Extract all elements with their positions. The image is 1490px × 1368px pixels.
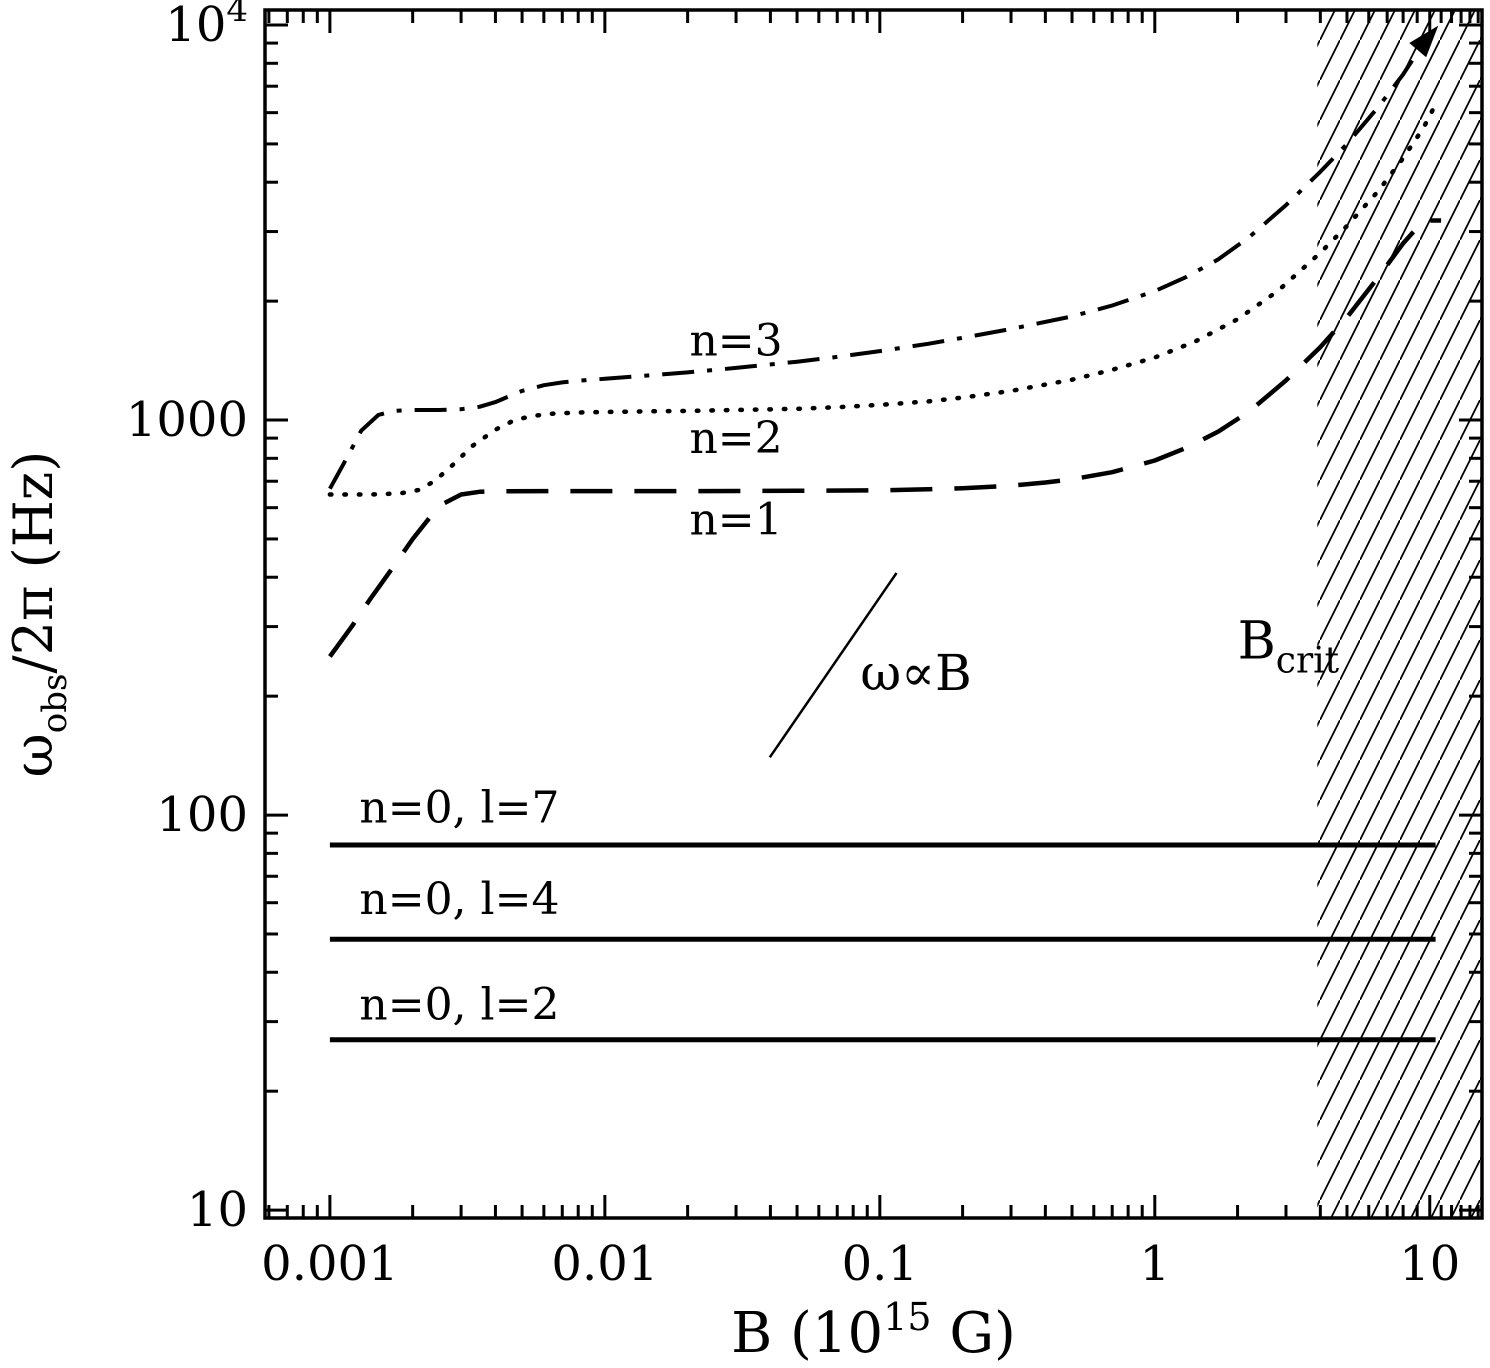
curve-label: n=0, l=2 <box>359 979 559 1030</box>
curve-label: n=1 <box>689 495 782 546</box>
axis-ticks <box>265 10 1482 1218</box>
y-tick-label: 100 <box>156 787 248 843</box>
curve-label: n=0, l=7 <box>359 782 559 833</box>
b-supercritical-hatch-region <box>1317 10 1482 1218</box>
x-axis-title: B (1015 G) <box>731 1295 1016 1366</box>
curve-label: n=2 <box>689 413 782 464</box>
omega-proportional-B-reference-line <box>768 572 898 759</box>
omega-proportional-B-label: ω∝B <box>860 644 971 702</box>
y-tick-label: 10 <box>187 1182 248 1238</box>
x-tick-label: 10 <box>1399 1236 1460 1292</box>
x-tick-label: 0.001 <box>261 1236 398 1292</box>
b-crit-label: Bcrit <box>1238 612 1340 682</box>
curve-n-3 <box>328 28 1436 490</box>
curve-label: n=0, l=4 <box>359 874 559 925</box>
plot-frame <box>263 8 1484 1220</box>
x-tick-label: 0.1 <box>842 1236 918 1292</box>
curve-n-1 <box>328 218 1442 658</box>
y-tick-label: 1000 <box>126 392 248 448</box>
curve-arrowhead <box>1409 25 1439 58</box>
x-tick-label: 1 <box>1140 1236 1171 1292</box>
curve-n-2 <box>327 102 1438 497</box>
curve-label: n=3 <box>689 316 782 367</box>
y-tick-label: 104 <box>165 0 248 53</box>
x-tick-label: 0.01 <box>551 1236 658 1292</box>
y-axis-title: ωobs/2π (Hz) <box>2 451 75 778</box>
